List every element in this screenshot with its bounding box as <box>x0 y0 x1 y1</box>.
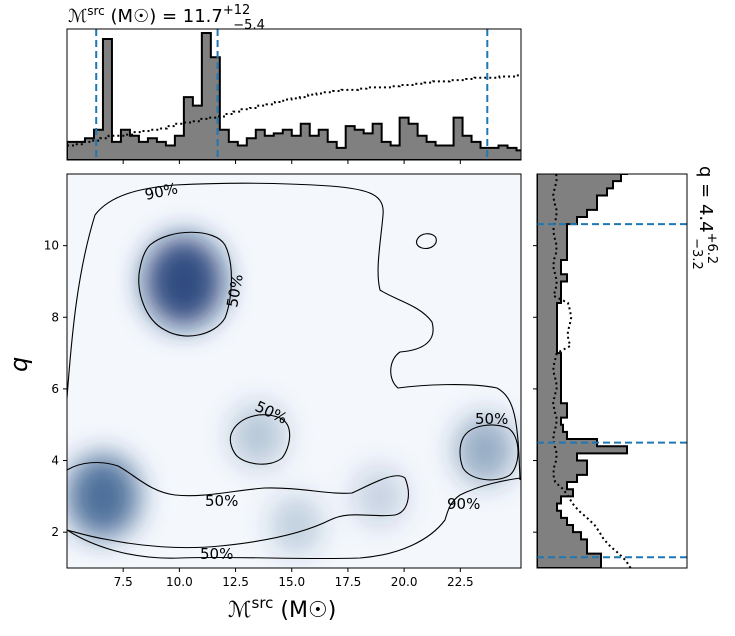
x-tick-label-3: 15.0 <box>278 575 305 589</box>
contour-label-50-bottom: 50% <box>200 545 233 563</box>
top-marginal-panel <box>66 28 522 164</box>
y-tick-label-1: 4 <box>51 454 59 468</box>
density-blob-2 <box>454 415 516 485</box>
x-axis-label: ℳsrc (M☉) <box>228 594 336 623</box>
top-title-symbol: ℳ <box>68 6 87 27</box>
right-title-err-plus: +6.2 <box>704 233 719 265</box>
main-panel: 90% 50% 50% 50% 50% 50% 90% 7.5 10.0 12.5 1… <box>44 173 522 589</box>
x-tick-label-5: 20.0 <box>391 575 418 589</box>
right-title-err-minus: −3.2 <box>689 238 704 270</box>
x-tick-label-0: 7.5 <box>114 575 133 589</box>
contour-label-90-bottom: 90% <box>447 495 480 513</box>
y-tick-label-3: 8 <box>51 310 59 324</box>
density-blob-1 <box>67 454 140 539</box>
contour-label-50-top: 50% <box>223 273 247 309</box>
contour-50-top <box>138 231 232 337</box>
density-blob-0 <box>143 235 224 328</box>
top-title: ℳsrc (M☉) = 11.7+12 −5.4 <box>68 3 265 33</box>
top-prior-hist <box>67 74 521 147</box>
right-prior-hist <box>552 174 632 568</box>
x-tick-label-4: 17.5 <box>335 575 362 589</box>
right-posterior-hist <box>537 174 628 568</box>
density-blob-5 <box>353 466 406 527</box>
right-marginal-panel <box>533 173 688 569</box>
density-blob-4 <box>269 494 323 556</box>
contour-label-50-mid: 50% <box>205 492 238 510</box>
contour-90-island <box>415 233 437 249</box>
right-title: q = 4.4+6.2−3.2 <box>689 166 719 270</box>
y-tick-label-4: 10 <box>44 239 59 253</box>
top-title-unit: (M☉) = 11.7 <box>111 6 223 27</box>
top-title-err-minus: −5.4 <box>233 18 265 33</box>
y-tick-label-0: 2 <box>51 525 59 539</box>
x-tick-label-2: 12.5 <box>222 575 249 589</box>
contour-50-center <box>229 414 291 465</box>
top-title-sup: src <box>87 4 105 18</box>
y-tick-label-2: 6 <box>51 382 59 396</box>
contour-90-outer <box>67 182 521 481</box>
contour-50-right <box>459 424 519 481</box>
x-tick-label-6: 22.5 <box>447 575 474 589</box>
contour-90-lower <box>67 477 521 560</box>
contour-label-50-right: 50% <box>475 410 508 428</box>
y-axis-label: q <box>5 357 33 372</box>
top-posterior-hist <box>67 32 521 160</box>
contour-50-bottom <box>67 461 409 549</box>
right-title-text: q = 4.4 <box>695 166 716 233</box>
x-tick-label-1: 10.0 <box>166 575 193 589</box>
top-title-err-plus: +12 <box>223 3 250 18</box>
